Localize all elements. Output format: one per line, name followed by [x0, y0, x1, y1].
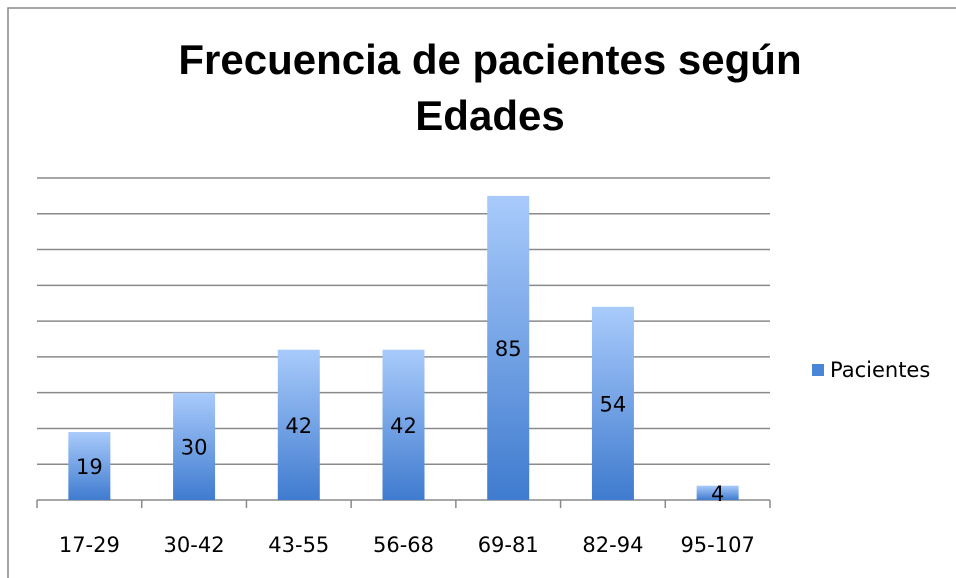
chart-title: Frecuencia de pacientes según Edades	[178, 36, 802, 139]
data-label: 19	[76, 455, 103, 479]
data-label: 54	[600, 392, 627, 416]
data-label: 30	[181, 435, 208, 459]
x-tick-label: 43-55	[268, 533, 329, 557]
legend-label: Pacientes	[830, 358, 930, 382]
bar	[487, 195, 530, 500]
bar	[696, 485, 739, 500]
data-label: 4	[711, 482, 724, 506]
data-label: 85	[495, 337, 522, 361]
bar	[382, 349, 425, 500]
frame	[7, 7, 956, 578]
bar	[277, 349, 320, 500]
data-label: 42	[390, 414, 417, 438]
x-tick-label: 56-68	[373, 533, 434, 557]
x-tick-label: 69-81	[478, 533, 539, 557]
x-tick-label: 17-29	[59, 533, 120, 557]
bar	[591, 306, 634, 500]
x-tick-label: 30-42	[164, 533, 225, 557]
bar	[173, 392, 216, 500]
x-tick-label: 82-94	[582, 533, 643, 557]
bar	[68, 432, 111, 500]
data-label: 42	[285, 414, 312, 438]
x-tick-label: 95-107	[680, 533, 754, 557]
legend-swatch	[812, 364, 824, 376]
